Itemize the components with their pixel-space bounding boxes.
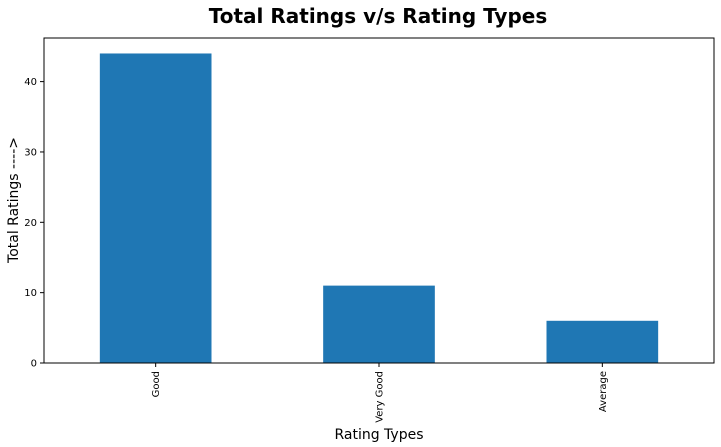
bar-average [546,320,659,363]
y-axis-label: Total Ratings ----> [6,137,22,264]
y-tick-label: 30 [24,147,37,158]
bars-group [99,53,659,363]
y-axis-ticks: 0 10 20 30 40 [24,77,44,370]
y-tick-label: 40 [24,77,37,88]
plot-frame [43,37,715,364]
y-tick-label: 10 [24,288,37,299]
y-tick-label: 0 [31,359,37,370]
x-tick-label: Very Good [375,371,386,423]
chart-title: Total Ratings v/s Rating Types [209,4,547,28]
y-tick-label: 20 [24,218,37,229]
x-tick-label: Good [151,371,162,397]
x-tick-label: Average [598,371,609,412]
bar-very-good [323,285,435,363]
x-axis-ticks: Good Very Good Average [151,363,609,423]
bar-good [99,53,212,363]
x-axis-label: Rating Types [334,427,423,443]
